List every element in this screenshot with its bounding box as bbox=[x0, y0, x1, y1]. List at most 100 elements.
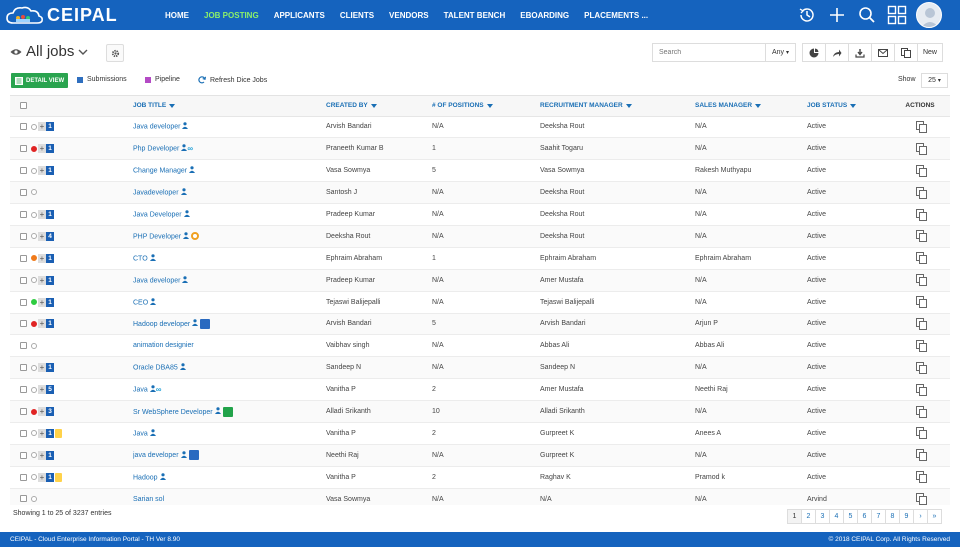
job-title-link[interactable]: Java developer bbox=[133, 123, 181, 131]
job-title-link[interactable]: Change Manager bbox=[133, 167, 188, 175]
job-title-link[interactable]: PHP Developer bbox=[133, 233, 182, 241]
row-checkbox[interactable] bbox=[20, 451, 27, 459]
table-row[interactable]: Sarian sol Vasa Sowmya N/A N/A N/A Arvind bbox=[10, 488, 950, 505]
row-checkbox[interactable] bbox=[20, 342, 27, 350]
col-recruitment-manager[interactable]: RECRUITMENT MANAGER bbox=[540, 96, 695, 117]
submission-count-badge[interactable]: 1 bbox=[46, 144, 54, 154]
copy-job-icon[interactable] bbox=[915, 120, 927, 133]
submission-count-badge[interactable]: 4 bbox=[46, 231, 54, 241]
row-checkbox[interactable] bbox=[20, 167, 27, 175]
page-8-button[interactable]: 8 bbox=[885, 509, 900, 524]
expand-icon[interactable]: + bbox=[38, 253, 46, 263]
row-checkbox[interactable] bbox=[20, 145, 27, 153]
expand-icon[interactable]: + bbox=[38, 450, 46, 460]
expand-icon[interactable]: + bbox=[38, 297, 46, 307]
expand-icon[interactable]: + bbox=[38, 210, 46, 219]
submission-count-badge[interactable]: 1 bbox=[46, 450, 54, 460]
job-title-link[interactable]: Java Developer bbox=[133, 211, 182, 219]
table-row[interactable]: +3 Sr WebSphere Developer Alladi Srikanth 1… bbox=[10, 400, 950, 423]
table-row[interactable]: Javadeveloper Santosh J N/A Deeksha Rout N/A… bbox=[10, 181, 950, 205]
share-button[interactable] bbox=[825, 43, 849, 62]
row-checkbox[interactable] bbox=[20, 298, 27, 306]
page-6-button[interactable]: 6 bbox=[857, 509, 872, 524]
copy-job-icon[interactable] bbox=[915, 471, 927, 484]
submission-count-badge[interactable]: 1 bbox=[46, 210, 54, 219]
job-title-link[interactable]: Hadoop bbox=[133, 474, 158, 482]
submission-count-badge[interactable]: 1 bbox=[46, 363, 54, 373]
history-icon[interactable] bbox=[792, 0, 822, 30]
col-sales-manager[interactable]: SALES MANAGER bbox=[695, 96, 807, 117]
nav-item-vendors[interactable]: VENDORS bbox=[389, 10, 429, 20]
table-row[interactable]: +1 Java Developer Pradeep Kumar N/A Deeksha … bbox=[10, 203, 950, 226]
job-title-link[interactable]: Java bbox=[133, 386, 148, 394]
table-row[interactable]: +1 Php Developer ∞ Praneeth Kumar B 1 Saahit … bbox=[10, 137, 950, 161]
table-row[interactable]: +4 PHP Developer Deeksha Rout N/A Deeksha Ro… bbox=[10, 225, 950, 248]
page-5-button[interactable]: 5 bbox=[843, 509, 858, 524]
apps-grid-icon[interactable] bbox=[882, 0, 912, 30]
table-row[interactable]: +1 Java developer Arvish Bandari N/A Deeksha… bbox=[10, 116, 950, 139]
row-checkbox[interactable] bbox=[20, 320, 27, 328]
job-title-link[interactable]: Java developer bbox=[133, 277, 181, 285]
logo[interactable]: CEIPAL bbox=[0, 5, 165, 26]
expand-icon[interactable]: + bbox=[38, 319, 46, 329]
nav-item-job-posting[interactable]: JOB POSTING bbox=[204, 10, 259, 20]
row-checkbox[interactable] bbox=[20, 364, 27, 372]
row-checkbox[interactable] bbox=[20, 429, 27, 437]
add-icon[interactable] bbox=[822, 0, 852, 30]
pipeline-tab[interactable]: Pipeline bbox=[145, 76, 180, 83]
copy-job-icon[interactable] bbox=[915, 317, 927, 330]
job-title-link[interactable]: CTO bbox=[133, 255, 148, 263]
job-title-link[interactable]: Sarian sol bbox=[133, 495, 165, 503]
chart-button[interactable] bbox=[802, 43, 826, 62]
submission-count-badge[interactable]: 3 bbox=[46, 407, 54, 417]
row-checkbox[interactable] bbox=[20, 254, 27, 262]
expand-icon[interactable]: + bbox=[38, 363, 46, 373]
copy-job-icon[interactable] bbox=[915, 427, 927, 440]
expand-icon[interactable]: + bbox=[38, 472, 46, 482]
expand-icon[interactable]: + bbox=[38, 231, 46, 241]
nav-item-home[interactable]: HOME bbox=[165, 10, 189, 20]
row-checkbox[interactable] bbox=[20, 232, 27, 240]
expand-icon[interactable]: + bbox=[38, 144, 46, 154]
filter-icon[interactable] bbox=[370, 103, 377, 108]
filter-icon[interactable] bbox=[486, 103, 493, 108]
table-row[interactable]: +1 Java developer Pradeep Kumar N/A Amer Mus… bbox=[10, 269, 950, 292]
download-button[interactable] bbox=[848, 43, 872, 62]
row-checkbox[interactable] bbox=[20, 495, 27, 503]
nav-item-talent-bench[interactable]: TALENT BENCH bbox=[443, 10, 506, 20]
submission-count-badge[interactable]: 1 bbox=[46, 253, 54, 263]
page-7-button[interactable]: 7 bbox=[871, 509, 886, 524]
filter-icon[interactable] bbox=[169, 103, 176, 108]
page-3-button[interactable]: 3 bbox=[815, 509, 830, 524]
submission-count-badge[interactable]: 1 bbox=[46, 319, 54, 329]
expand-icon[interactable]: + bbox=[38, 166, 46, 176]
view-settings-button[interactable] bbox=[106, 44, 124, 62]
job-title-link[interactable]: Java bbox=[133, 430, 148, 438]
col-positions[interactable]: # OF POSITIONS bbox=[432, 96, 540, 117]
copy-job-icon[interactable] bbox=[915, 230, 927, 243]
next-page-button[interactable]: › bbox=[913, 509, 928, 524]
row-checkbox[interactable] bbox=[20, 123, 27, 131]
copy-job-icon[interactable] bbox=[915, 361, 927, 374]
copy-button[interactable] bbox=[894, 43, 918, 62]
submission-count-badge[interactable]: 1 bbox=[46, 428, 54, 438]
copy-job-icon[interactable] bbox=[915, 186, 927, 199]
nav-item-placements[interactable]: PLACEMENTS ... bbox=[584, 10, 649, 20]
col-job-status[interactable]: JOB STATUS bbox=[807, 96, 890, 117]
search-icon[interactable] bbox=[852, 0, 882, 30]
copy-job-icon[interactable] bbox=[915, 296, 927, 309]
job-title-link[interactable]: animation designier bbox=[133, 342, 194, 350]
job-title-link[interactable]: Javadeveloper bbox=[133, 189, 179, 197]
last-page-button[interactable]: » bbox=[927, 509, 942, 524]
copy-job-icon[interactable] bbox=[915, 164, 927, 177]
submission-count-badge[interactable]: 1 bbox=[46, 472, 54, 482]
job-title-link[interactable]: java developer bbox=[133, 452, 179, 460]
filter-icon[interactable] bbox=[625, 103, 632, 108]
submission-count-badge[interactable]: 1 bbox=[46, 166, 54, 176]
table-row[interactable]: +1 Hadoop Vanitha P 2 Raghav K Pramod k Active bbox=[10, 466, 950, 489]
table-row[interactable]: +5 Java ∞ Vanitha P 2 Amer Mustafa Neethi Raj A… bbox=[10, 378, 950, 402]
table-row[interactable]: +1 Change Manager Vasa Sowmya 5 Vasa Sowmya R… bbox=[10, 159, 950, 183]
row-checkbox[interactable] bbox=[20, 473, 27, 481]
col-job-title[interactable]: JOB TITLE bbox=[133, 96, 326, 117]
copy-job-icon[interactable] bbox=[915, 493, 927, 505]
